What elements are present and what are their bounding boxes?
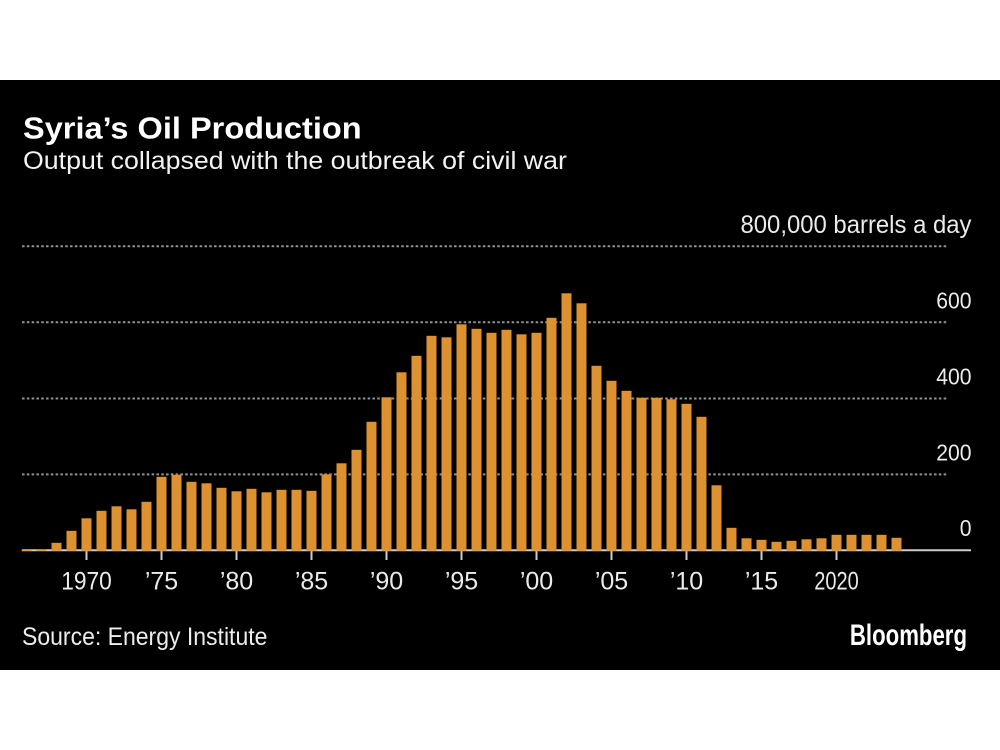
svg-text:Syria’s Oil Production: Syria’s Oil Production — [23, 110, 362, 145]
svg-text:800,000 barrels a day: 800,000 barrels a day — [740, 212, 972, 240]
svg-text:Output collapsed with the outb: Output collapsed with the outbreak of ci… — [23, 148, 567, 175]
svg-text:’05: ’05 — [595, 568, 628, 596]
svg-text:’10: ’10 — [670, 568, 703, 596]
svg-text:’90: ’90 — [370, 568, 403, 596]
svg-text:Source: Energy Institute: Source: Energy Institute — [22, 623, 267, 651]
svg-text:200: 200 — [936, 439, 971, 465]
svg-text:’75: ’75 — [145, 568, 178, 596]
svg-text:Bloomberg: Bloomberg — [850, 618, 967, 652]
svg-text:2020: 2020 — [814, 567, 858, 595]
svg-text:’00: ’00 — [520, 568, 553, 596]
svg-text:’95: ’95 — [445, 568, 478, 596]
svg-text:’80: ’80 — [220, 568, 253, 596]
svg-text:1970: 1970 — [61, 568, 112, 596]
svg-text:0: 0 — [960, 515, 972, 541]
svg-text:’15: ’15 — [745, 568, 778, 596]
svg-text:400: 400 — [936, 364, 971, 390]
svg-text:’85: ’85 — [295, 568, 328, 596]
svg-text:600: 600 — [936, 288, 971, 314]
